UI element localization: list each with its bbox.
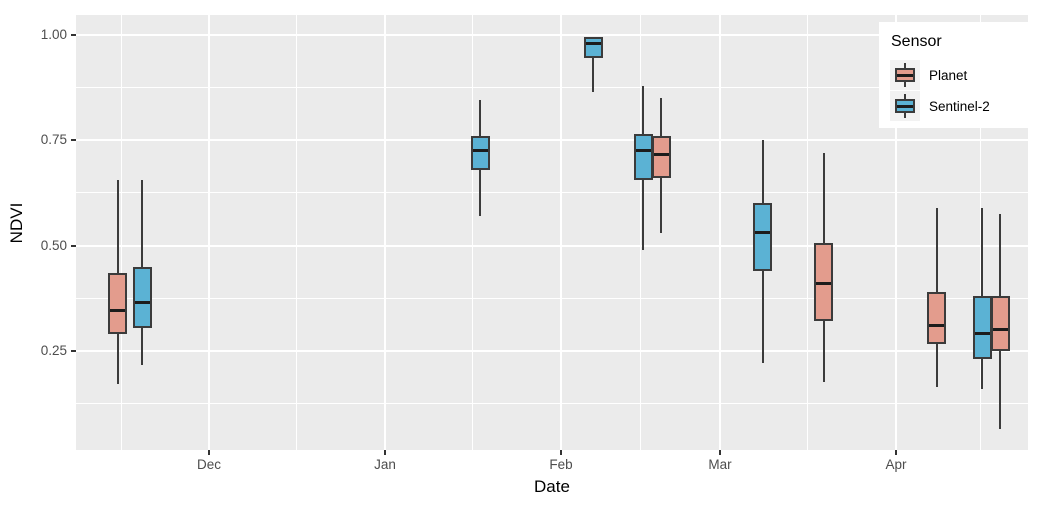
x-axis-tick-label: Apr <box>885 457 907 472</box>
legend-entry-label: Planet <box>929 67 968 83</box>
boxplot-box <box>633 133 653 181</box>
boxplot-box <box>990 296 1010 351</box>
y-axis-tick-label: 0.25 <box>40 342 67 358</box>
gridline-minor-vertical <box>807 15 809 450</box>
legend: Sensor Planet Sentinel-2 <box>879 22 1037 128</box>
x-axis-tick-mark <box>384 450 387 455</box>
boxplot-median-line <box>816 281 832 285</box>
x-axis-tick-mark <box>719 450 722 455</box>
boxplot-box <box>108 272 127 334</box>
legend-rows: Planet Sentinel-2 <box>879 60 1037 121</box>
legend-key-boxplot-icon <box>890 60 920 90</box>
legend-entry-label: Sentinel-2 <box>929 98 990 114</box>
gridline-major-vertical <box>719 15 722 450</box>
gridline-minor-horizontal <box>76 297 1028 299</box>
boxplot-box <box>814 243 834 322</box>
x-axis-tick-label: Dec <box>196 457 221 472</box>
x-axis-tick-label: Mar <box>708 457 732 472</box>
y-axis-tick-label: 0.50 <box>40 237 67 253</box>
legend-entry: Planet <box>890 60 1037 90</box>
legend-entry: Sentinel-2 <box>890 91 1037 121</box>
gridline-major-vertical <box>894 15 897 450</box>
gridline-minor-horizontal <box>76 402 1028 404</box>
gridline-minor-vertical <box>980 15 982 450</box>
boxplot-box <box>583 37 603 59</box>
y-axis-tick-mark <box>71 349 76 352</box>
gridline-major-horizontal <box>76 34 1028 36</box>
gridline-minor-vertical <box>472 15 474 450</box>
x-axis-tick-label: Jan <box>374 457 396 472</box>
gridline-minor-vertical <box>296 15 298 450</box>
boxplot-box <box>972 296 992 360</box>
x-axis-tick-mark <box>560 450 563 455</box>
y-axis-tick-mark <box>71 34 76 36</box>
gridline-major-vertical <box>207 15 210 450</box>
boxplot-median-line <box>585 41 601 45</box>
boxplot-box <box>651 136 671 179</box>
boxplot-whisker <box>592 37 595 92</box>
boxplot-median-line <box>635 149 651 153</box>
gridline-major-horizontal <box>76 139 1028 142</box>
x-axis-tick-mark <box>207 450 210 455</box>
gridline-major-horizontal <box>76 244 1028 247</box>
legend-key-median-line <box>897 74 913 77</box>
x-axis-title: Date <box>534 477 570 496</box>
boxplot-box <box>470 136 490 170</box>
x-axis-tick-label: Feb <box>549 457 573 472</box>
boxplot-box <box>132 266 152 328</box>
boxplot-median-line <box>134 300 150 304</box>
boxplot-box <box>927 291 947 345</box>
boxplot-median-line <box>110 309 125 313</box>
gridline-minor-horizontal <box>76 192 1028 194</box>
legend-key-boxplot-icon <box>890 91 920 121</box>
legend-title: Sensor <box>891 33 942 50</box>
y-axis-tick-label: 0.75 <box>40 132 67 148</box>
gridline-major-vertical <box>560 15 563 450</box>
gridline-major-vertical <box>384 15 387 450</box>
boxplot-median-line <box>974 332 990 336</box>
legend-key-median-line <box>897 105 913 108</box>
y-axis-tick-mark <box>71 244 76 247</box>
plot-panel <box>76 15 1028 450</box>
gridline-minor-horizontal <box>76 87 1028 89</box>
x-axis-tick-mark <box>894 450 897 455</box>
boxplot-box <box>753 203 773 271</box>
legend-key-box <box>895 99 915 113</box>
boxplot-median-line <box>653 153 669 157</box>
legend-key-box <box>895 68 915 82</box>
gridline-minor-vertical <box>120 15 122 450</box>
boxplot-median-line <box>929 323 945 327</box>
boxplot-median-line <box>992 328 1008 332</box>
boxplot-median-line <box>755 231 771 235</box>
y-axis-tick-mark <box>71 139 76 142</box>
gridline-minor-vertical <box>640 15 642 450</box>
gridline-major-horizontal <box>76 349 1028 352</box>
boxplot-median-line <box>472 149 488 153</box>
y-axis-tick-label: 1.00 <box>40 27 67 42</box>
